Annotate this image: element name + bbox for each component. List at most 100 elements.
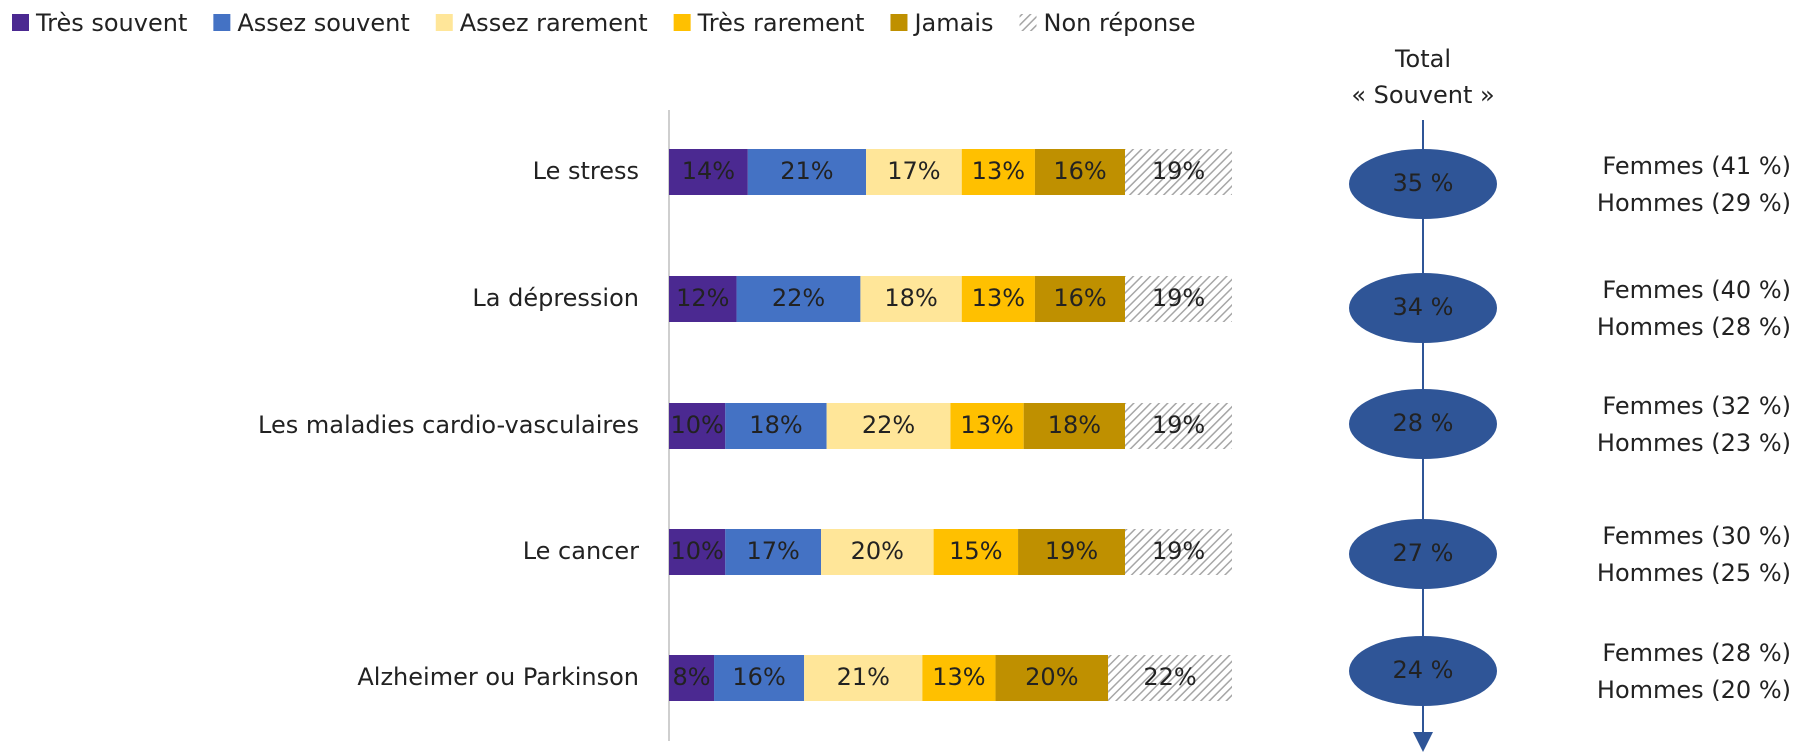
breakdown-label: Hommes (28 %): [1597, 313, 1791, 341]
value-label: 14%: [682, 157, 735, 185]
legend-label: Jamais: [912, 9, 993, 37]
bar-segment: [669, 655, 715, 701]
value-label: 10%: [670, 537, 723, 565]
category-label: Le stress: [533, 157, 639, 185]
bar-segment: [1018, 529, 1126, 575]
value-label: 17%: [887, 157, 940, 185]
legend-swatch: [890, 14, 908, 31]
value-label: 20%: [1025, 663, 1078, 691]
value-label: 19%: [1152, 284, 1205, 312]
breakdown-label: Hommes (25 %): [1597, 559, 1791, 587]
category-label: Le cancer: [523, 537, 639, 565]
bar-segment: [1125, 276, 1232, 322]
total-bubble: [1349, 389, 1497, 459]
bar-segment: [995, 655, 1109, 701]
legend-swatch: [213, 14, 231, 31]
value-label: 16%: [1053, 157, 1106, 185]
value-label: 19%: [1045, 537, 1098, 565]
total-label: 34 %: [1393, 293, 1454, 321]
bar-segment: [961, 276, 1035, 322]
bar-segment: [804, 655, 923, 701]
bar-segment: [1034, 276, 1126, 322]
bar-segment: [866, 149, 962, 195]
value-label: 13%: [972, 157, 1025, 185]
total-label: 24 %: [1393, 656, 1454, 684]
breakdown-label: Femmes (32 %): [1602, 392, 1791, 420]
breakdown-label: Hommes (29 %): [1597, 189, 1791, 217]
bar-segment: [1125, 403, 1232, 449]
breakdown-label: Hommes (23 %): [1597, 429, 1791, 457]
value-label: 10%: [670, 411, 723, 439]
legend-label: Très souvent: [35, 9, 187, 37]
bar-segment: [669, 529, 726, 575]
breakdown-label: Femmes (30 %): [1602, 522, 1791, 550]
value-label: 21%: [837, 663, 890, 691]
bar-segment: [826, 403, 951, 449]
value-label: 12%: [676, 284, 729, 312]
category-label: Alzheimer ou Parkinson: [357, 663, 639, 691]
value-label: 22%: [1143, 663, 1196, 691]
value-label: 16%: [732, 663, 785, 691]
value-label: 18%: [749, 411, 802, 439]
value-label: 18%: [1048, 411, 1101, 439]
bar-segment: [1034, 149, 1126, 195]
bar-segment: [669, 403, 726, 449]
value-label: 15%: [949, 537, 1002, 565]
bar-segment: [669, 276, 737, 322]
category-label: La dépression: [472, 284, 639, 312]
bar-segment: [736, 276, 861, 322]
value-label: 21%: [780, 157, 833, 185]
breakdown-label: Hommes (20 %): [1597, 676, 1791, 704]
bar-segment: [821, 529, 934, 575]
breakdown-label: Femmes (40 %): [1602, 276, 1791, 304]
total-bubble: [1349, 519, 1497, 589]
bar-segment: [1108, 655, 1232, 701]
bar-segment: [714, 655, 805, 701]
bar-segment: [961, 149, 1035, 195]
value-label: 22%: [772, 284, 825, 312]
total-label: 35 %: [1393, 169, 1454, 197]
bar-segment: [922, 655, 996, 701]
totals-title: Total: [1394, 45, 1451, 73]
bar-segment: [725, 529, 822, 575]
value-label: 8%: [672, 663, 710, 691]
value-label: 20%: [851, 537, 904, 565]
legend-swatch: [673, 14, 691, 31]
value-label: 18%: [884, 284, 937, 312]
totals-title: « Souvent »: [1351, 81, 1494, 109]
legend-label: Très rarement: [697, 9, 865, 37]
legend-swatch: [435, 14, 453, 31]
value-label: 13%: [932, 663, 985, 691]
legend-label: Non réponse: [1044, 9, 1196, 37]
value-label: 19%: [1152, 411, 1205, 439]
category-label: Les maladies cardio-vasculaires: [258, 411, 639, 439]
value-label: 19%: [1152, 537, 1205, 565]
value-label: 17%: [746, 537, 799, 565]
bar-segment: [747, 149, 867, 195]
legend-label: Assez souvent: [237, 9, 409, 37]
bar-segment: [725, 403, 827, 449]
value-label: 19%: [1152, 157, 1205, 185]
value-label: 16%: [1053, 284, 1106, 312]
total-label: 28 %: [1393, 409, 1454, 437]
total-bubble: [1349, 149, 1497, 219]
bar-segment: [860, 276, 962, 322]
legend-label: Assez rarement: [460, 9, 648, 37]
bar-segment: [1023, 403, 1126, 449]
value-label: 13%: [972, 284, 1025, 312]
bar-segment: [1125, 149, 1232, 195]
bar-segment: [950, 403, 1024, 449]
total-bubble: [1349, 273, 1497, 343]
breakdown-label: Femmes (28 %): [1602, 639, 1791, 667]
total-label: 27 %: [1393, 539, 1454, 567]
bar-segment: [933, 529, 1019, 575]
bar-segment: [669, 149, 748, 195]
breakdown-label: Femmes (41 %): [1602, 152, 1791, 180]
value-label: 22%: [862, 411, 915, 439]
legend-swatch: [12, 14, 29, 31]
total-bubble: [1349, 636, 1497, 706]
value-label: 13%: [960, 411, 1013, 439]
legend-swatch: [1019, 14, 1037, 31]
bar-segment: [1125, 529, 1232, 575]
